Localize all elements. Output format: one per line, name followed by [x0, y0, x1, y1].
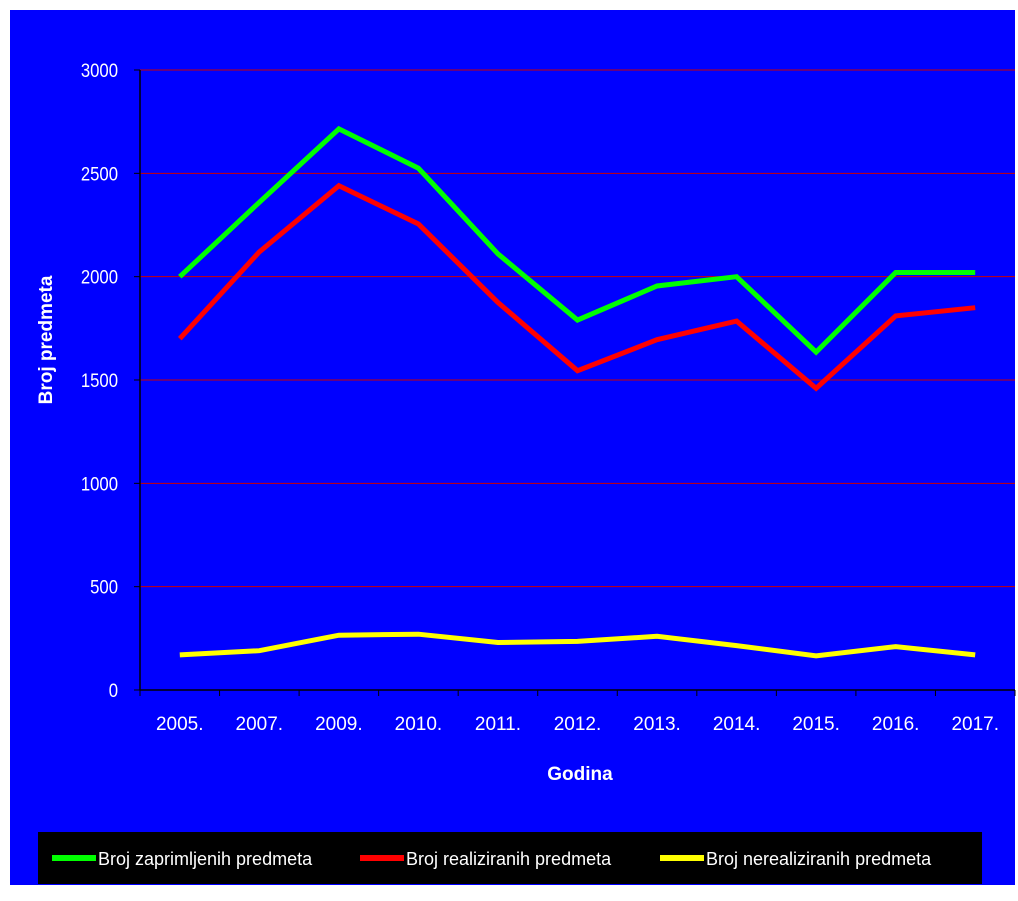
y-axis-label: Broj predmeta	[36, 275, 57, 404]
legend-label: Broj realiziranih predmeta	[406, 849, 612, 869]
y-tick-label: 1000	[81, 473, 118, 494]
y-tick-label: 1500	[81, 370, 118, 391]
legend: Broj zaprimljenih predmeta Broj realizira…	[38, 832, 982, 884]
legend-label: Broj nerealiziranih predmeta	[706, 849, 932, 869]
y-tick-labels: 0 500 1000 1500 2000 2500 3000	[81, 60, 118, 701]
x-axis-label: Godina	[547, 764, 613, 785]
axes	[139, 70, 1016, 696]
y-tick-label: 2500	[81, 163, 118, 184]
y-tick-label: 3000	[81, 60, 118, 81]
chart-background	[10, 10, 1015, 885]
x-tick-label: 2017.	[951, 714, 999, 735]
series-line	[179, 631, 976, 659]
x-tick-label: 2007.	[236, 714, 284, 735]
x-tick-label: 2013.	[633, 714, 681, 735]
x-tick-label: 2015.	[792, 714, 840, 735]
y-tick-label: 2000	[81, 267, 118, 288]
series-line	[178, 125, 976, 356]
x-tick-label: 2009.	[315, 714, 363, 735]
series-line	[177, 182, 976, 392]
y-tick-label: 500	[90, 577, 118, 598]
y-tick-label: 0	[109, 680, 118, 701]
gridlines	[134, 69, 1015, 691]
x-tick-label: 2014.	[713, 714, 761, 735]
legend-box	[38, 832, 982, 884]
x-tick-label: 2010.	[395, 714, 443, 735]
series-lines	[177, 125, 976, 659]
x-tick-label: 2005.	[156, 714, 204, 735]
x-tick-labels: 2005. 2007. 2009. 2010. 2011. 2012. 2013. 2014.…	[156, 714, 999, 735]
x-tick-label: 2012.	[554, 714, 602, 735]
x-tick-label: 2011.	[475, 714, 521, 735]
x-tick-label: 2016.	[872, 714, 920, 735]
legend-label: Broj zaprimljenih predmeta	[98, 849, 313, 869]
